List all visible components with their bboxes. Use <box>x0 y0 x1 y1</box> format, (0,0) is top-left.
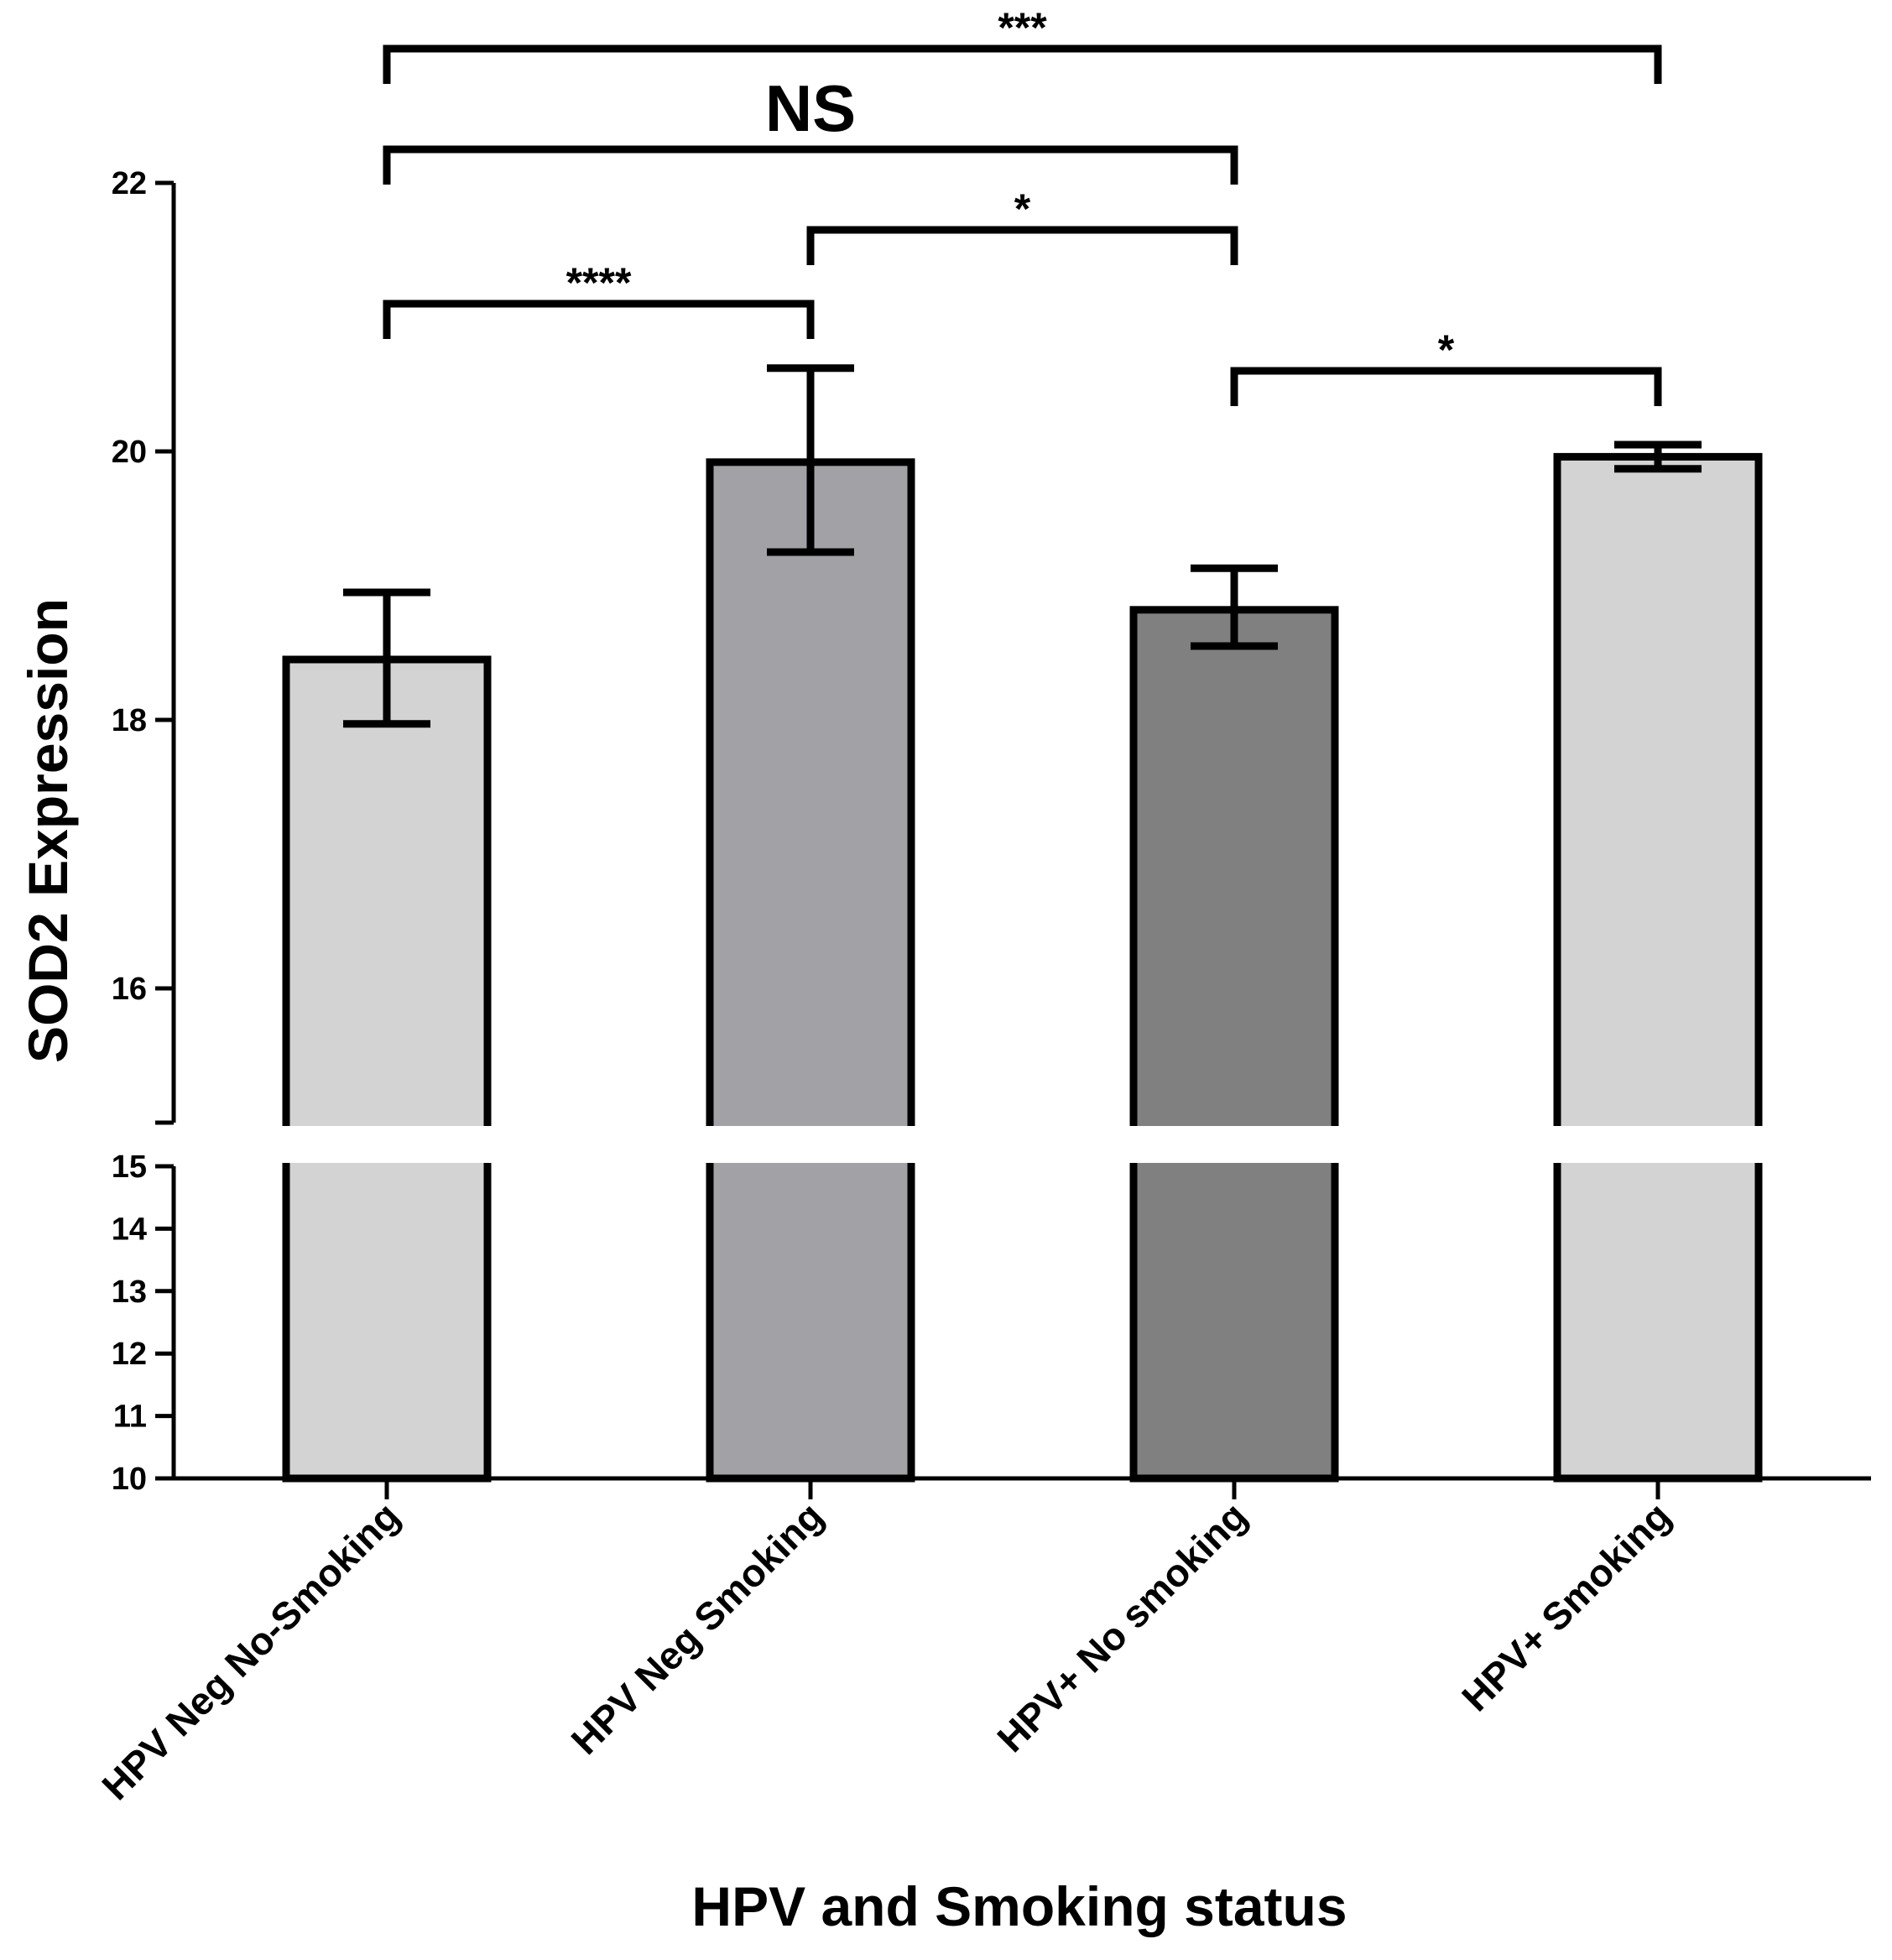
significance-label-3: * <box>1438 326 1455 373</box>
bar-4 <box>1553 452 1763 1483</box>
bar-2 <box>706 458 915 1483</box>
y-tick-label: 11 <box>113 1400 147 1435</box>
significance-label-1: **** <box>566 259 632 306</box>
y-axis-title: SOD2 Expression <box>17 598 79 1063</box>
y-tick-label: 18 <box>112 703 147 738</box>
significance-label-5: *** <box>998 4 1047 51</box>
significance-bracket-4 <box>383 145 1238 185</box>
x-category-label: HPV Neg Smoking <box>563 1493 832 1763</box>
y-tick-label: 20 <box>112 435 147 470</box>
y-tick-label: 12 <box>112 1337 147 1372</box>
y-tick-label: 14 <box>112 1212 147 1247</box>
error-bars <box>343 364 1702 728</box>
significance-label-2: * <box>1014 185 1031 232</box>
significance-bracket-3 <box>1230 367 1662 406</box>
y-tick-label: 13 <box>112 1275 147 1310</box>
significance-bracket-1 <box>383 300 815 339</box>
axis-break-gap <box>177 1126 1874 1163</box>
y-tick-label: 22 <box>112 166 147 201</box>
y-tick-label: 15 <box>112 1149 147 1185</box>
significance-brackets: ******NS*** <box>383 4 1662 406</box>
significance-bracket-2 <box>806 226 1238 265</box>
y-tick-label: 10 <box>112 1462 147 1497</box>
axis-break <box>177 1126 1874 1163</box>
bar-3 <box>1129 606 1339 1483</box>
x-category-label: HPV+ Smoking <box>1453 1493 1679 1719</box>
x-axis-title: HPV and Smoking status <box>691 1875 1347 1937</box>
x-category-label: HPV Neg No-Smoking <box>93 1493 408 1808</box>
bars <box>282 452 1763 1483</box>
y-tick-label: 16 <box>112 972 147 1007</box>
significance-label-4: NS <box>765 71 856 145</box>
bar-1 <box>282 655 492 1483</box>
x-category-label: HPV+ No smoking <box>988 1493 1255 1760</box>
significance-bracket-5 <box>383 44 1662 84</box>
